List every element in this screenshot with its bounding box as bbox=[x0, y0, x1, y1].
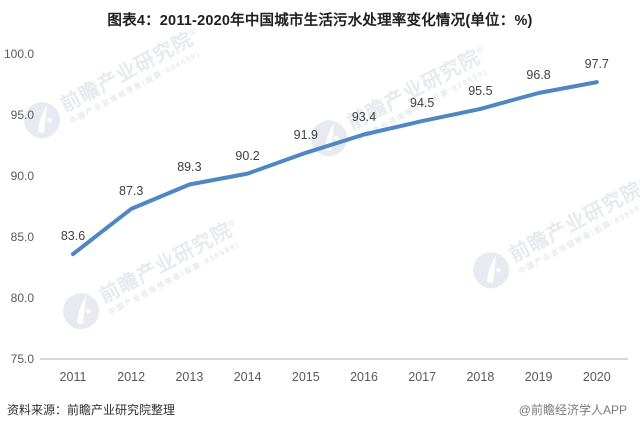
y-axis-tick-label: 95.0 bbox=[10, 108, 34, 122]
x-axis-baseline bbox=[40, 358, 628, 360]
attribution: @前瞻经济学人APP bbox=[518, 403, 627, 417]
x-axis-tick-label: 2017 bbox=[408, 370, 437, 384]
y-axis-tick-label: 75.0 bbox=[10, 352, 34, 366]
data-point-label: 96.8 bbox=[526, 68, 551, 83]
y-axis-tick-label: 80.0 bbox=[10, 291, 34, 305]
data-point-label: 95.5 bbox=[468, 83, 493, 98]
x-axis-tick-label: 2012 bbox=[117, 370, 146, 384]
x-axis-tick-label: 2016 bbox=[350, 370, 378, 384]
sewage-treatment-rate-line bbox=[71, 80, 599, 257]
data-point-label: 89.3 bbox=[177, 159, 202, 174]
data-point-label: 97.7 bbox=[584, 57, 609, 72]
x-axis-tick-label: 2019 bbox=[524, 370, 553, 384]
source-note: 资料来源：前瞻产业研究院整理 bbox=[7, 403, 176, 417]
y-axis-tick-label: 85.0 bbox=[10, 230, 34, 244]
data-point-label: 91.9 bbox=[293, 127, 318, 142]
x-axis-tick-label: 2018 bbox=[466, 370, 495, 384]
data-point-label: 83.6 bbox=[60, 229, 86, 244]
y-axis-tick-label: 100.0 bbox=[3, 47, 34, 61]
x-axis-tick-label: 2015 bbox=[291, 370, 320, 384]
chart-title: 图表4：2011-2020年中国城市生活污水处理率变化情况(单位：%) bbox=[107, 13, 533, 29]
data-point-label: 94.5 bbox=[410, 96, 435, 111]
x-axis-tick-label: 2014 bbox=[233, 370, 262, 384]
data-point-label: 90.2 bbox=[235, 148, 260, 163]
data-point-label: 87.3 bbox=[119, 183, 144, 198]
x-axis-tick-label: 2013 bbox=[175, 370, 204, 384]
x-axis-tick-label: 2020 bbox=[582, 370, 611, 384]
x-axis-tick-label: 2011 bbox=[59, 370, 87, 384]
y-axis-tick-label: 90.0 bbox=[10, 169, 34, 183]
data-point-label: 93.4 bbox=[351, 109, 377, 124]
